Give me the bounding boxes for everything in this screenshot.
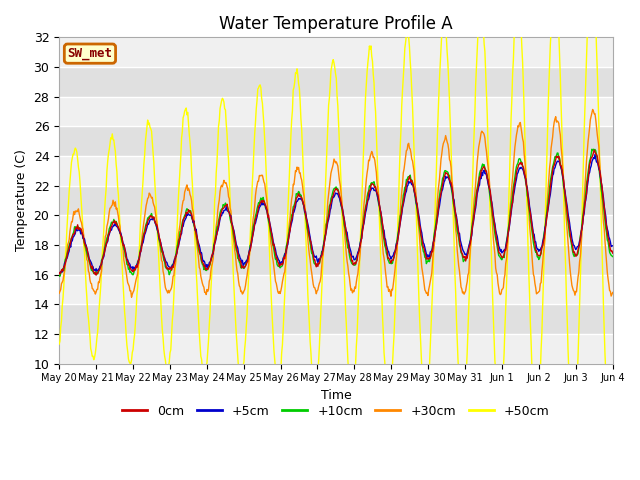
Legend: 0cm, +5cm, +10cm, +30cm, +50cm: 0cm, +5cm, +10cm, +30cm, +50cm — [118, 400, 554, 423]
Y-axis label: Temperature (C): Temperature (C) — [15, 150, 28, 252]
Bar — [59, 245, 612, 275]
Bar — [59, 126, 612, 156]
Bar — [59, 304, 612, 334]
Bar — [59, 186, 612, 216]
X-axis label: Time: Time — [321, 389, 351, 402]
Title: Water Temperature Profile A: Water Temperature Profile A — [219, 15, 452, 33]
Text: SW_met: SW_met — [67, 47, 113, 60]
Bar — [59, 67, 612, 96]
